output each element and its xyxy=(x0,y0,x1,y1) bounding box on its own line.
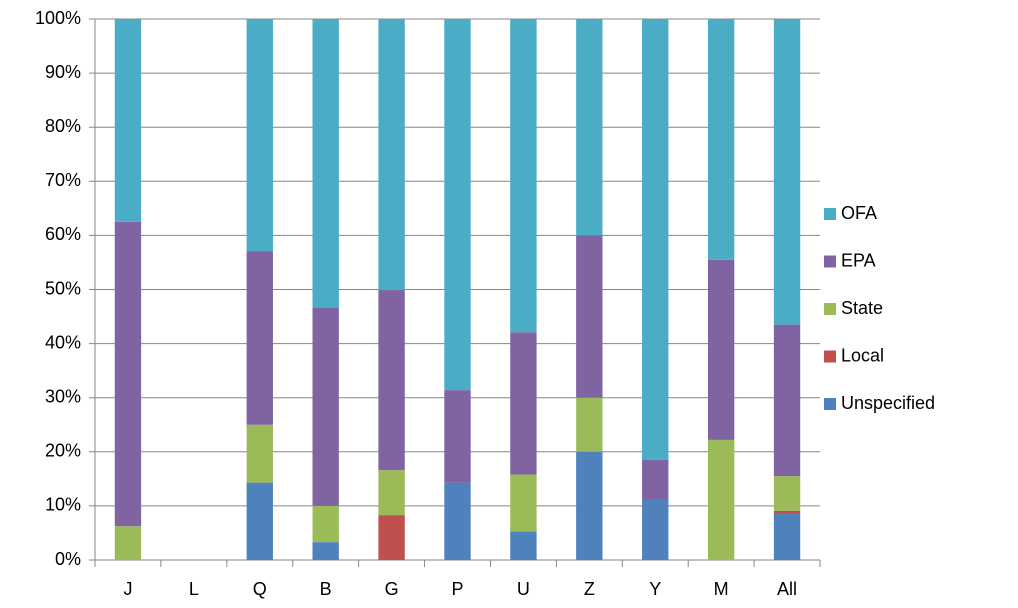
bar-segment xyxy=(114,526,142,560)
legend-swatch xyxy=(824,350,836,363)
y-tick-label: 80% xyxy=(45,116,81,136)
x-tick-label: G xyxy=(385,579,399,599)
legend-swatch xyxy=(824,398,836,410)
bar-segment xyxy=(773,19,801,325)
bar-segment xyxy=(773,513,801,560)
bar-segment xyxy=(642,19,669,460)
y-tick-label: 90% xyxy=(45,62,81,82)
bar-segment xyxy=(378,515,405,560)
bar-segment xyxy=(773,510,801,514)
bar-segment xyxy=(312,505,339,543)
y-tick-label: 10% xyxy=(45,495,81,515)
bar-segment xyxy=(378,19,405,291)
bar-segment xyxy=(707,259,735,440)
legend-label: EPA xyxy=(841,250,876,270)
bar-segment xyxy=(312,542,339,560)
bar-segment xyxy=(576,397,603,452)
legend-swatch xyxy=(824,255,836,268)
bar-segment xyxy=(773,324,801,477)
legend-label: State xyxy=(841,298,883,318)
legend-label: OFA xyxy=(841,203,877,223)
bar-segment xyxy=(444,390,471,483)
x-tick-label: P xyxy=(451,579,463,599)
bar-segment xyxy=(642,499,669,560)
bar-segment xyxy=(510,531,537,560)
legend-label: Local xyxy=(841,345,884,365)
x-tick-label: B xyxy=(320,579,332,599)
y-tick-label: 30% xyxy=(45,386,81,406)
x-tick-label: L xyxy=(189,579,199,599)
bar-segment xyxy=(642,459,669,500)
bar-segment xyxy=(707,19,735,260)
bar-segment xyxy=(444,19,471,391)
x-tick-label: Q xyxy=(253,579,267,599)
bar-segment xyxy=(246,424,273,483)
x-tick-label: Z xyxy=(584,579,595,599)
bar-segment xyxy=(510,19,537,333)
bar-segment xyxy=(510,332,537,475)
bar-segment xyxy=(707,439,735,560)
bar-segment xyxy=(576,19,603,236)
legend-label: Unspecified xyxy=(841,393,935,413)
bar-segment xyxy=(114,19,142,222)
y-tick-label: 70% xyxy=(45,170,81,190)
bar-segment xyxy=(444,482,471,560)
bar-segment xyxy=(246,482,273,560)
bar-segment xyxy=(312,307,339,506)
x-tick-label: Y xyxy=(649,579,661,599)
y-tick-label: 20% xyxy=(45,441,81,461)
y-tick-label: 60% xyxy=(45,224,81,244)
x-tick-label: J xyxy=(123,579,132,599)
bar-segment xyxy=(246,251,273,425)
x-tick-label: M xyxy=(714,579,729,599)
legend-swatch xyxy=(824,303,836,315)
y-tick-label: 50% xyxy=(45,278,81,298)
y-tick-label: 0% xyxy=(55,549,81,569)
legend-swatch xyxy=(824,208,836,220)
bar-segment xyxy=(378,290,405,471)
y-tick-label: 40% xyxy=(45,332,81,352)
bar-segment xyxy=(576,451,603,560)
bar-segment xyxy=(312,19,339,308)
bar-segment xyxy=(114,221,142,527)
y-tick-label: 100% xyxy=(35,8,81,28)
bar-segment xyxy=(576,235,603,398)
bar-segment xyxy=(773,476,801,511)
bar-segment xyxy=(510,474,537,532)
bar-segment xyxy=(246,19,273,252)
x-tick-label: All xyxy=(777,579,797,599)
bar-segment xyxy=(378,470,405,516)
x-tick-label: U xyxy=(517,579,530,599)
